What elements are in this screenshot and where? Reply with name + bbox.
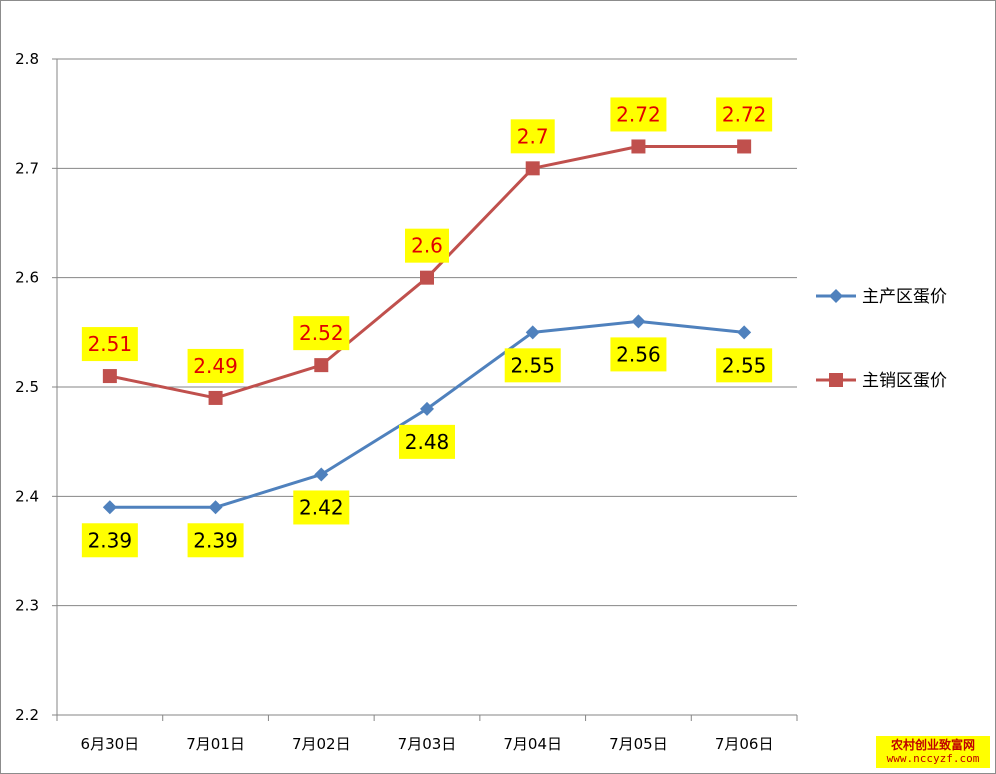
data-label-box	[716, 348, 773, 383]
watermark-line1: 农村创业致富网	[890, 738, 975, 752]
data-label-box	[187, 348, 244, 383]
data-label: 2.72	[722, 102, 767, 126]
data-point-square	[102, 369, 117, 384]
legend-marker-diamond	[829, 289, 843, 303]
data-label-box	[510, 119, 555, 154]
x-tick-label: 7月01日	[186, 735, 245, 753]
data-label-box	[187, 523, 244, 558]
data-label-box	[81, 327, 138, 362]
data-label-box	[504, 348, 561, 383]
y-tick-label: 2.6	[15, 269, 39, 287]
data-point-diamond	[102, 500, 117, 515]
data-label-box	[716, 97, 773, 132]
legend-marker-square	[829, 373, 843, 387]
data-point-square	[737, 139, 752, 154]
data-labels: 2.39 2.39 2.42 2.48 2.55 2.56 2.55 2.51 2.49 2.52…	[81, 97, 773, 558]
data-label: 2.6	[411, 234, 443, 258]
data-point-square	[208, 390, 223, 405]
data-point-square	[525, 161, 540, 176]
data-point-diamond	[314, 467, 329, 482]
data-point-diamond	[525, 325, 540, 340]
x-tick-label: 6月30日	[81, 735, 140, 753]
legend-label: 主销区蛋价	[862, 371, 947, 391]
gridlines	[57, 58, 797, 607]
data-point-square	[631, 139, 646, 154]
y-tick-label: 2.7	[15, 159, 39, 177]
data-label-box	[405, 228, 449, 263]
data-label-box	[610, 97, 667, 132]
data-label-box	[293, 316, 350, 351]
series-layer	[102, 139, 752, 515]
data-label: 2.42	[299, 495, 344, 519]
y-tick-label: 2.5	[15, 378, 39, 396]
axes: 2.2 2.3 2.4 2.5 2.6 2.7 2.8 6月30日 7月01日 7月02日 7月03…	[15, 50, 798, 753]
x-tick-label: 7月06日	[715, 735, 774, 753]
data-label: 2.55	[510, 353, 555, 377]
data-label: 2.48	[405, 430, 450, 454]
watermark-logo: 农村创业致富网 www.nccyzf.com	[876, 736, 990, 768]
data-label: 2.55	[722, 353, 767, 377]
y-tick-label: 2.8	[15, 50, 39, 68]
y-tick-label: 2.3	[15, 597, 39, 615]
data-label: 2.39	[193, 528, 238, 552]
watermark-line2: www.nccyzf.com	[886, 752, 980, 765]
x-tick-label: 7月03日	[398, 735, 457, 753]
y-tick-label: 2.4	[15, 487, 39, 505]
data-point-square	[420, 270, 434, 285]
legend-label: 主产区蛋价	[862, 287, 947, 307]
data-label: 2.39	[88, 528, 133, 552]
data-label: 2.52	[299, 321, 344, 345]
data-label: 2.56	[616, 342, 661, 366]
data-label: 2.7	[517, 124, 549, 148]
y-tick-label: 2.2	[15, 706, 39, 724]
x-tick-label: 7月05日	[609, 735, 668, 753]
data-label-box	[81, 523, 138, 558]
data-label-box	[610, 337, 667, 372]
x-tick-label: 7月04日	[503, 735, 562, 753]
x-tick-label: 7月02日	[292, 735, 351, 753]
data-point-diamond	[420, 401, 434, 416]
data-point-diamond	[737, 325, 752, 340]
data-label: 2.72	[616, 102, 661, 126]
data-label-box	[293, 490, 350, 525]
data-point-square	[314, 358, 329, 373]
data-point-diamond	[631, 314, 646, 329]
data-label: 2.51	[88, 332, 133, 356]
data-label-box	[399, 424, 455, 459]
data-point-diamond	[208, 500, 223, 515]
data-label: 2.49	[193, 354, 238, 378]
